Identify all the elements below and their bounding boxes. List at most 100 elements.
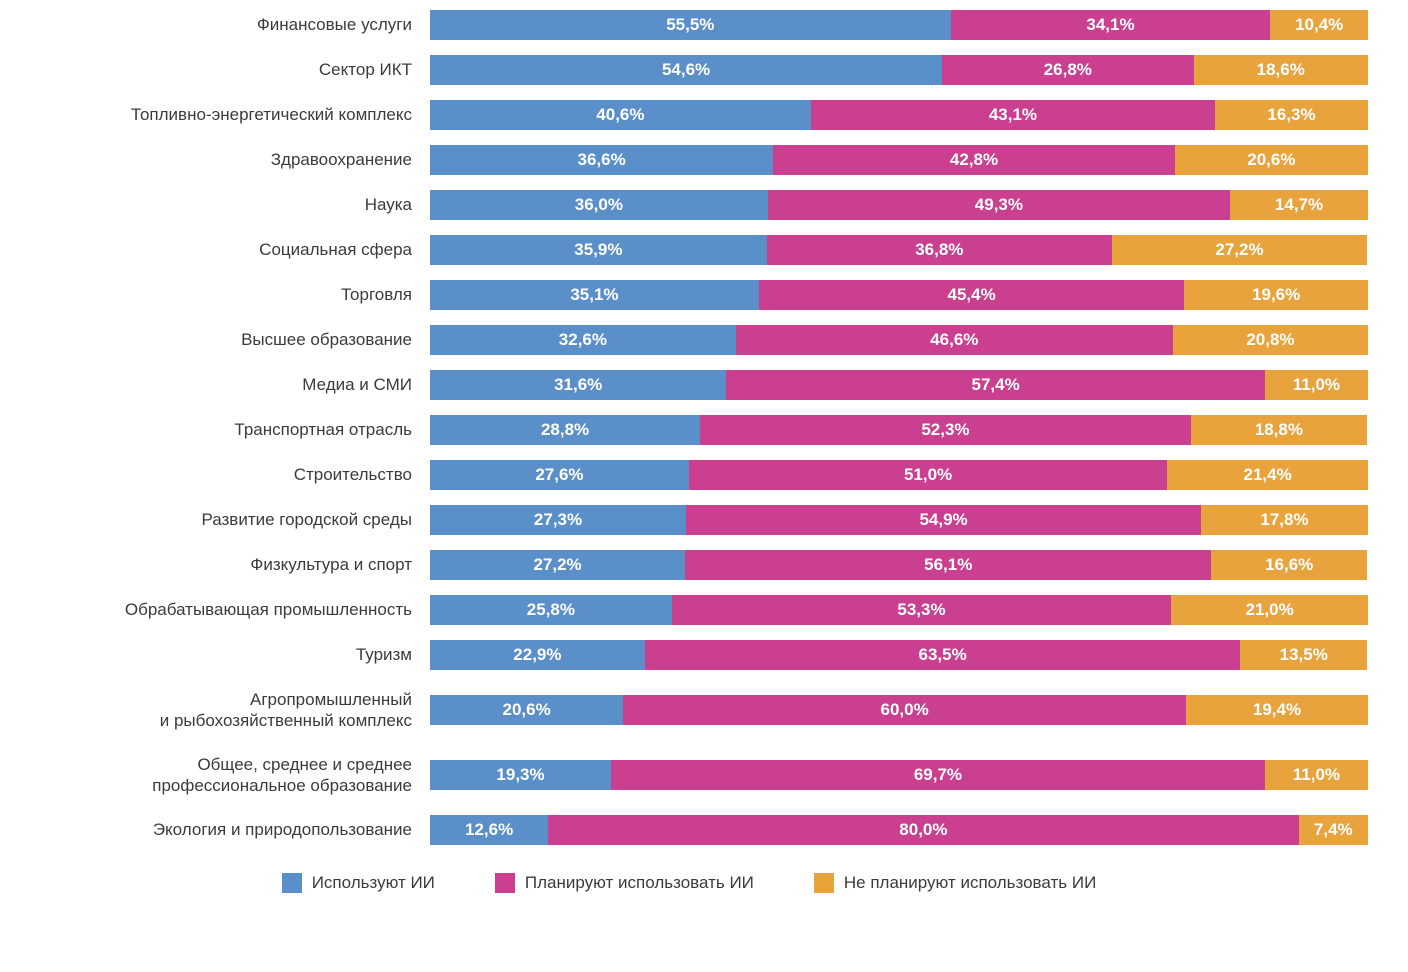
- bar-segment-no_plan: 11,0%: [1265, 760, 1368, 790]
- bar-track: 36,0% 49,3% 14,7%: [430, 190, 1368, 220]
- bar-track: 27,6%51,0%21,4%: [430, 460, 1368, 490]
- bar-track: 19,3%69,7%11,0%: [430, 760, 1368, 790]
- legend-item: Не планируют использовать ИИ: [814, 873, 1096, 893]
- bar-value-label: 11,0%: [1293, 765, 1340, 785]
- chart-row: Социальная сфера35,9%36,8%27,2%: [10, 235, 1368, 265]
- bar-value-label: 40,6%: [596, 105, 644, 125]
- bar-segment-plan: 80,0%: [548, 815, 1298, 845]
- legend-swatch: [495, 873, 515, 893]
- bar-segment-no_plan: 20,8%: [1173, 325, 1368, 355]
- chart-row: Наука36,0%49,3%14,7%: [10, 190, 1368, 220]
- bar-value-label: 12,6%: [465, 820, 513, 840]
- bar-value-label: 14,7%: [1275, 195, 1323, 215]
- chart-row: Сектор ИКТ54,6% 26,8% 18,6%: [10, 55, 1368, 85]
- bar-segment-use: 12,6%: [430, 815, 548, 845]
- bar-segment-plan: 60,0%: [623, 695, 1186, 725]
- category-label: Экология и природопользование: [10, 819, 430, 840]
- bar-value-label: 17,8%: [1260, 510, 1308, 530]
- bar-track: 22,9% 63,5% 13,5%: [430, 640, 1368, 670]
- bar-segment-plan: 34,1%: [951, 10, 1271, 40]
- bar-track: 28,8% 52,3% 18,8%: [430, 415, 1368, 445]
- bar-value-label: 31,6%: [554, 375, 602, 395]
- bar-value-label: 34,1%: [1086, 15, 1134, 35]
- chart-row: Финансовые услуги55,5% 34,1% 10,4%: [10, 10, 1368, 40]
- bar-value-label: 20,8%: [1246, 330, 1294, 350]
- category-label: Сектор ИКТ: [10, 59, 430, 80]
- chart-row: Обрабатывающая промышленность25,8%53,3%2…: [10, 595, 1368, 625]
- bar-value-label: 16,6%: [1265, 555, 1313, 575]
- bar-value-label: 49,3%: [975, 195, 1023, 215]
- bar-value-label: 11,0%: [1293, 375, 1340, 395]
- bar-value-label: 36,0%: [575, 195, 623, 215]
- chart-row: Топливно-энергетический комплекс40,6%43,…: [10, 100, 1368, 130]
- bar-segment-plan: 26,8%: [942, 55, 1193, 85]
- chart-row: Физкультура и спорт27,2% 56,1% 16,6%: [10, 550, 1368, 580]
- bar-track: 40,6%43,1%16,3%: [430, 100, 1368, 130]
- bar-value-label: 35,1%: [570, 285, 618, 305]
- bar-segment-no_plan: 21,4%: [1167, 460, 1368, 490]
- bar-segment-use: 25,8%: [430, 595, 672, 625]
- bar-value-label: 69,7%: [914, 765, 962, 785]
- bar-value-label: 80,0%: [899, 820, 947, 840]
- bar-value-label: 27,6%: [535, 465, 583, 485]
- bar-value-label: 26,8%: [1044, 60, 1092, 80]
- bar-track: 31,6% 57,4% 11,0%: [430, 370, 1368, 400]
- bar-segment-no_plan: 19,4%: [1186, 695, 1368, 725]
- bar-value-label: 57,4%: [972, 375, 1020, 395]
- bar-segment-use: 35,1%: [430, 280, 759, 310]
- bar-segment-no_plan: 17,8%: [1201, 505, 1368, 535]
- bar-value-label: 54,9%: [919, 510, 967, 530]
- bar-segment-plan: 56,1%: [685, 550, 1211, 580]
- bar-value-label: 25,8%: [527, 600, 575, 620]
- chart-row: Туризм 22,9% 63,5% 13,5%: [10, 640, 1368, 670]
- bar-segment-no_plan: 7,4%: [1299, 815, 1368, 845]
- bar-value-label: 10,4%: [1295, 15, 1343, 35]
- bar-value-label: 56,1%: [924, 555, 972, 575]
- category-label: Туризм: [10, 644, 430, 665]
- bar-segment-no_plan: 19,6%: [1184, 280, 1368, 310]
- bar-segment-no_plan: 13,5%: [1240, 640, 1367, 670]
- category-label: Социальная сфера: [10, 239, 430, 260]
- chart-legend: Используют ИИПланируют использовать ИИНе…: [10, 873, 1368, 893]
- chart-row: Высшее образование32,6%46,6%20,8%: [10, 325, 1368, 355]
- bar-segment-use: 54,6%: [430, 55, 942, 85]
- bar-value-label: 19,6%: [1252, 285, 1300, 305]
- chart-row: Торговля 35,1% 45,4% 19,6%: [10, 280, 1368, 310]
- legend-label: Не планируют использовать ИИ: [844, 873, 1096, 893]
- bar-value-label: 18,8%: [1255, 420, 1303, 440]
- stacked-bar-chart: Финансовые услуги55,5% 34,1% 10,4% Сектор И…: [0, 0, 1408, 972]
- category-label: Высшее образование: [10, 329, 430, 350]
- bar-value-label: 22,9%: [513, 645, 561, 665]
- bar-segment-use: 28,8%: [430, 415, 700, 445]
- bar-value-label: 53,3%: [897, 600, 945, 620]
- bar-segment-plan: 54,9%: [686, 505, 1201, 535]
- bar-segment-use: 27,2%: [430, 550, 685, 580]
- bar-value-label: 13,5%: [1280, 645, 1328, 665]
- bar-value-label: 28,8%: [541, 420, 589, 440]
- bar-track: 27,2% 56,1% 16,6%: [430, 550, 1368, 580]
- chart-row: Общее, среднее и среднеепрофессиональное…: [10, 750, 1368, 800]
- legend-swatch: [282, 873, 302, 893]
- bar-segment-use: 55,5%: [430, 10, 951, 40]
- category-label: Общее, среднее и среднеепрофессиональное…: [10, 754, 430, 797]
- bar-segment-use: 22,9%: [430, 640, 645, 670]
- bar-value-label: 63,5%: [919, 645, 967, 665]
- bar-segment-use: 36,6%: [430, 145, 773, 175]
- bar-value-label: 18,6%: [1257, 60, 1305, 80]
- category-label: Торговля: [10, 284, 430, 305]
- bar-value-label: 52,3%: [921, 420, 969, 440]
- category-label: Агропромышленныйи рыбохозяйственный комп…: [10, 689, 430, 732]
- bar-value-label: 36,6%: [578, 150, 626, 170]
- category-label: Развитие городской среды: [10, 509, 430, 530]
- bar-segment-plan: 45,4%: [759, 280, 1184, 310]
- category-label: Транспортная отрасль: [10, 419, 430, 440]
- category-label: Финансовые услуги: [10, 14, 430, 35]
- bar-value-label: 21,0%: [1246, 600, 1294, 620]
- chart-rows: Финансовые услуги55,5% 34,1% 10,4% Сектор И…: [10, 10, 1368, 845]
- category-label: Физкультура и спорт: [10, 554, 430, 575]
- bar-segment-use: 35,9%: [430, 235, 767, 265]
- bar-value-label: 35,9%: [574, 240, 622, 260]
- chart-row: Строительство27,6%51,0%21,4%: [10, 460, 1368, 490]
- bar-segment-use: 20,6%: [430, 695, 623, 725]
- bar-segment-no_plan: 14,7%: [1230, 190, 1368, 220]
